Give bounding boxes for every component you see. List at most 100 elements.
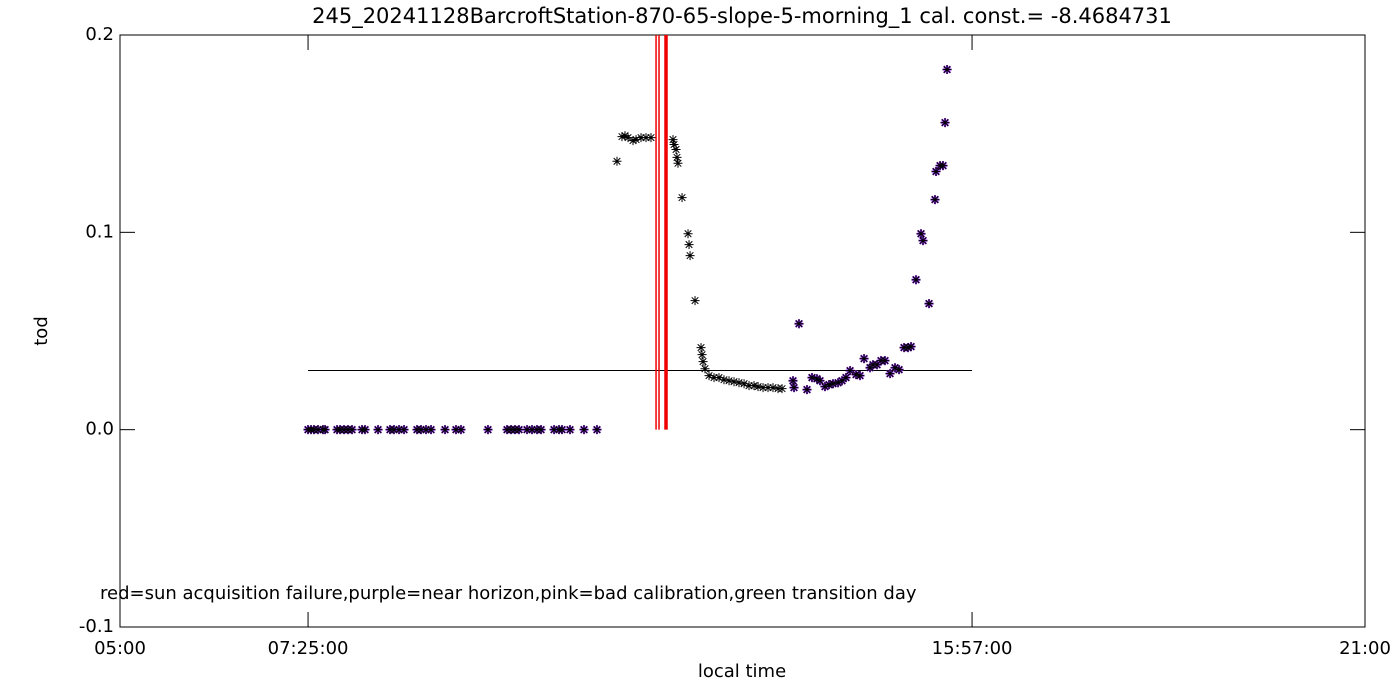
data-point: [820, 382, 830, 392]
data-point: [938, 161, 948, 171]
data-point: [672, 152, 682, 162]
data-point: [669, 140, 679, 150]
plot-frame: [119, 34, 1366, 628]
data-point: [758, 383, 768, 393]
data-point: [704, 371, 714, 381]
data-point: [685, 251, 695, 261]
data-point: [671, 144, 681, 154]
data-point: [789, 383, 799, 393]
data-point: [916, 229, 926, 239]
data-point: [794, 319, 804, 329]
data-point: [815, 376, 825, 386]
data-point: [426, 425, 436, 435]
data-point: [837, 376, 847, 386]
data-point: [623, 133, 633, 143]
data-point: [719, 375, 729, 385]
annotation: red=sun acquisition failure,purple=near …: [100, 583, 917, 604]
data-point: [696, 343, 706, 353]
data-point: [855, 371, 865, 381]
data-point: [636, 133, 646, 143]
data-point: [697, 350, 707, 360]
y-tick-label: 0.0: [85, 419, 114, 440]
data-point: [557, 425, 567, 435]
y-tick-label: 0.2: [85, 24, 114, 45]
y-tick-label: -0.1: [79, 616, 114, 637]
data-point: [536, 425, 546, 435]
data-point: [347, 425, 357, 435]
data-point: [483, 425, 493, 435]
data-point: [828, 379, 838, 389]
data-point: [924, 299, 934, 309]
data-point: [421, 425, 431, 435]
data-point: [592, 425, 602, 435]
data-point: [768, 383, 778, 393]
data-point: [617, 132, 627, 142]
data-point: [749, 381, 759, 391]
data-point: [744, 381, 754, 391]
y-tick-label: 0.1: [85, 221, 114, 242]
data-point: [911, 275, 921, 285]
data-point: [931, 167, 941, 177]
data-point: [579, 425, 589, 435]
data-point: [709, 373, 719, 383]
y-axis-label: tod: [31, 316, 52, 346]
data-point: [894, 365, 904, 375]
x-tick-label: 21:00: [1339, 638, 1391, 659]
data-point: [872, 360, 882, 370]
data-point: [859, 354, 869, 364]
data-point: [714, 373, 724, 383]
data-point: [668, 135, 678, 145]
x-tick-label: 15:57:00: [932, 638, 1013, 659]
data-point: [456, 425, 466, 435]
data-point: [451, 425, 461, 435]
data-point: [788, 376, 798, 386]
data-point: [851, 370, 861, 380]
data-point: [698, 357, 708, 367]
data-point: [684, 240, 694, 250]
data-point: [628, 136, 638, 146]
data-point: [833, 378, 843, 388]
data-point: [841, 373, 851, 383]
data-point: [777, 384, 787, 394]
data-point: [812, 374, 822, 384]
data-point: [753, 382, 763, 392]
data-point: [824, 380, 834, 390]
data-point: [802, 385, 812, 395]
data-point: [646, 133, 656, 143]
data-point: [940, 118, 950, 128]
data-point: [734, 378, 744, 388]
data-point: [612, 156, 622, 166]
data-point: [673, 158, 683, 168]
data-point: [880, 356, 890, 366]
data-point: [527, 425, 537, 435]
data-point: [631, 135, 641, 145]
x-tick-label: 07:25:00: [268, 638, 349, 659]
data-point: [360, 425, 370, 435]
data-point: [394, 425, 404, 435]
data-point: [373, 425, 383, 435]
data-point: [690, 296, 700, 306]
data-point: [890, 363, 900, 373]
data-point: [683, 229, 693, 239]
data-point: [641, 133, 651, 143]
data-point: [763, 383, 773, 393]
data-point: [918, 236, 928, 246]
data-point: [440, 425, 450, 435]
data-point: [807, 373, 817, 383]
data-point: [416, 425, 426, 435]
data-point: [320, 425, 330, 435]
data-point: [930, 195, 940, 205]
data-point: [677, 193, 687, 203]
data-point: [729, 377, 739, 387]
data-point: [313, 425, 323, 435]
data-point: [700, 364, 710, 374]
data-point: [389, 425, 399, 435]
data-point: [549, 425, 559, 435]
x-axis-label: local time: [698, 661, 786, 682]
data-point: [739, 379, 749, 389]
data-point: [903, 343, 913, 353]
data-point: [942, 65, 952, 75]
chart-title: 245_20241128BarcroftStation-870-65-slope…: [312, 4, 1172, 29]
